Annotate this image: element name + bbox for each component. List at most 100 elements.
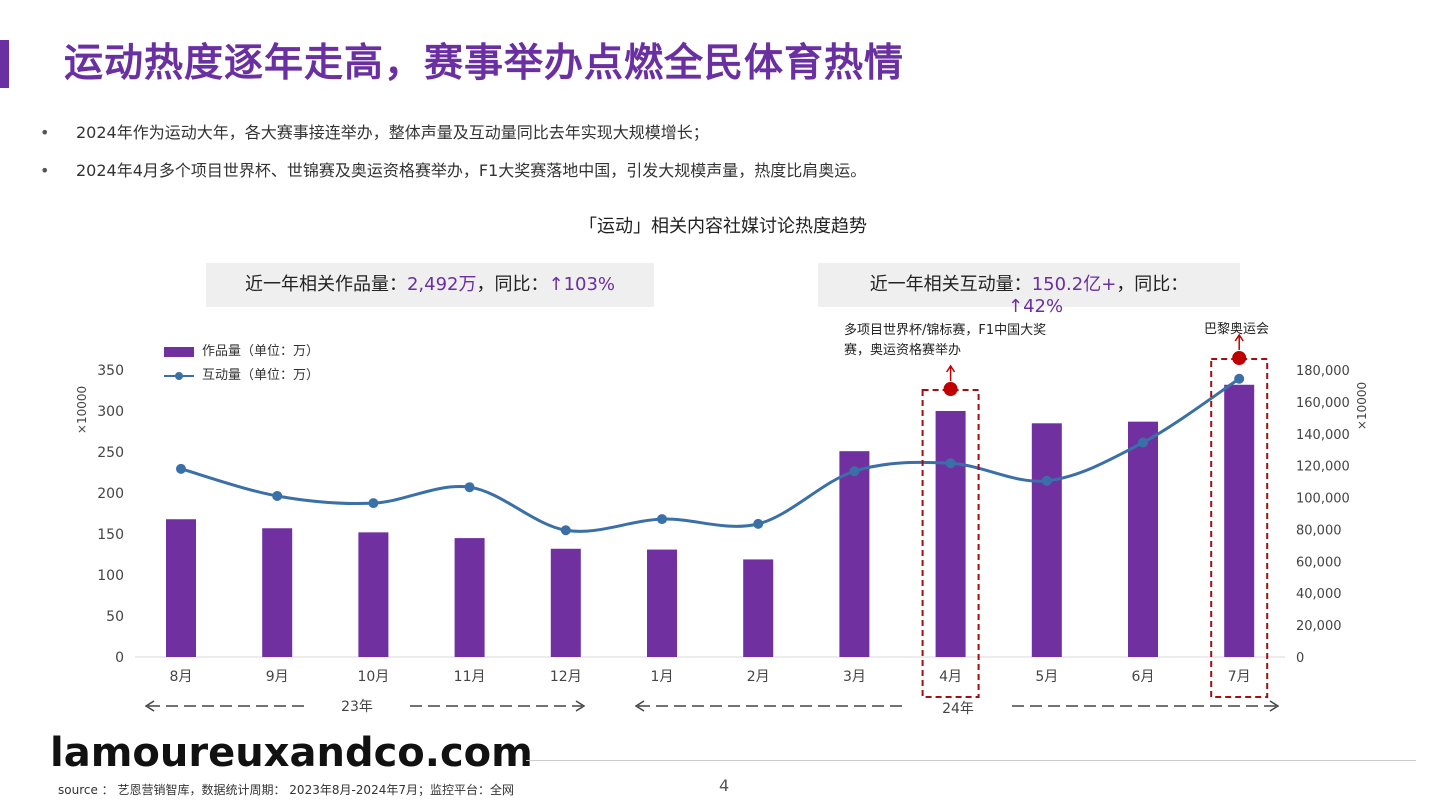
source-note: source ： 艺恩营销智库，数据统计周期： 2023年8月-2024年7月；… (58, 783, 514, 797)
bar-works (550, 548, 581, 657)
line-point-interaction (560, 525, 571, 536)
bar-works (358, 532, 389, 657)
line-point-interaction (368, 498, 379, 509)
right-axis-unit-label: ×10000 (1355, 382, 1369, 430)
bullet-text: 2024年4月多个项目世界杯、世锦赛及奥运资格赛举办，F1大奖赛落地中国，引发大… (76, 161, 867, 180)
year-2024-arrowhead-right (1269, 700, 1280, 712)
x-axis-tick-label: 5月 (1035, 669, 1058, 685)
kpi-works-value: 2,492万 (406, 274, 477, 295)
line-point-interaction (753, 518, 764, 529)
bar-works (935, 411, 966, 657)
x-axis-tick-label: 2月 (747, 669, 770, 685)
bullet-dot: • (40, 161, 50, 180)
annotation-july: 巴黎奥运会 (1204, 322, 1270, 337)
x-axis-tick-label: 7月 (1228, 669, 1251, 685)
kpi-works-sep: ，同比： (476, 274, 549, 295)
year-2023-label: 23年 (341, 699, 373, 715)
highlight-box (921, 389, 980, 698)
line-point-interaction (849, 466, 860, 477)
year-2024-label: 24年 (942, 701, 974, 717)
bullet-item: • 2024年作为运动大年，各大赛事接连举办，整体声量及互动量同比去年实现大规模增… (40, 120, 866, 158)
bullet-dot: • (40, 123, 50, 142)
left-axis-tick-label: 100 (97, 568, 124, 584)
year-2023-arrowhead-left (144, 700, 155, 712)
bar-works (262, 528, 293, 657)
right-axis-tick-label: 60,000 (1296, 555, 1342, 570)
bar-works (743, 559, 774, 657)
bar-works (1128, 421, 1158, 657)
highlight-arrow-head (945, 364, 956, 373)
right-axis-tick-label: 120,000 (1296, 460, 1350, 475)
page-title: 运动热度逐年走高，赛事举办点燃全民体育热情 (64, 41, 905, 86)
highlight-marker (943, 382, 958, 396)
line-point-interaction (272, 490, 283, 501)
bullet-item: • 2024年4月多个项目世界杯、世锦赛及奥运资格赛举办，F1大奖赛落地中国，引发… (40, 158, 866, 196)
chart-legend: 作品量（单位：万） 互动量（单位：万） (164, 340, 319, 388)
line-interaction (180, 377, 1241, 533)
line-point-interaction (945, 458, 956, 469)
right-axis-tick-label: 20,000 (1296, 619, 1342, 634)
right-axis-tick-label: 100,000 (1296, 492, 1350, 507)
annotation-april: 多项目世界杯/锦标赛，F1中国大奖赛，奥运资格赛举办 (844, 323, 1047, 358)
legend-line-swatch (164, 370, 194, 382)
watermark: lamoureuxandco.com (50, 730, 533, 776)
kpi-works-label: 近一年相关作品量： (244, 274, 407, 295)
kpi-interaction-label: 近一年相关互动量： (869, 274, 1032, 295)
kpi-interaction-change-box: ↑42% (1008, 296, 1063, 317)
x-axis-tick-label: 6月 (1132, 669, 1155, 685)
line-point-interaction (464, 482, 475, 493)
bar-works (647, 549, 677, 657)
x-axis-tick-label: 4月 (939, 669, 962, 685)
line-point-interaction (1234, 373, 1245, 384)
right-axis-tick-label: 140,000 (1296, 428, 1350, 443)
legend-item-interaction: 互动量（单位：万） (164, 364, 319, 388)
bar-works (454, 538, 485, 657)
left-axis-tick-label: 150 (97, 527, 124, 543)
x-axis-tick-label: 8月 (170, 669, 193, 685)
x-axis-tick-label: 1月 (651, 669, 674, 685)
bar-works (166, 519, 196, 657)
left-axis-tick-label: 350 (97, 363, 124, 379)
x-axis-tick-label: 9月 (266, 669, 289, 685)
left-axis-tick-label: 200 (97, 486, 124, 502)
bullet-list: • 2024年作为运动大年，各大赛事接连举办，整体声量及互动量同比去年实现大规模增… (40, 120, 866, 196)
x-axis-tick-label: 12月 (550, 669, 582, 685)
highlight-box (1210, 358, 1269, 698)
kpi-interaction-change: ↑42% (1008, 296, 1064, 317)
year-2023-arrowhead-right (575, 700, 586, 712)
line-point-interaction (1041, 475, 1052, 486)
right-axis-tick-label: 0 (1296, 651, 1304, 666)
kpi-interaction-sep: ，同比： (1116, 274, 1189, 295)
kpi-interaction-value: 150.2亿+ (1031, 274, 1117, 295)
page-number: 4 (719, 776, 730, 795)
kpi-interaction-box: 近一年相关互动量：150.2亿+，同比： (818, 263, 1240, 307)
x-axis-tick-label: 11月 (454, 669, 486, 685)
bar-works (1031, 423, 1062, 657)
left-axis-tick-label: 250 (97, 445, 124, 461)
bar-works (839, 451, 870, 657)
left-axis-tick-label: 50 (106, 609, 124, 625)
footer-divider (526, 760, 1416, 761)
right-axis-tick-label: 160,000 (1296, 396, 1350, 411)
legend-bar-swatch (164, 347, 194, 357)
kpi-works-box: 近一年相关作品量：2,492万，同比：↑103% (206, 263, 654, 307)
right-axis-tick-label: 180,000 (1296, 364, 1350, 379)
left-axis-tick-label: 0 (115, 650, 124, 666)
x-axis-tick-label: 3月 (843, 669, 866, 685)
right-axis-tick-label: 40,000 (1296, 587, 1342, 602)
legend-item-works: 作品量（单位：万） (164, 340, 319, 364)
line-point-interaction (657, 514, 667, 525)
title-accent-bar (0, 40, 9, 88)
x-axis-tick-label: 10月 (357, 669, 389, 685)
line-point-interaction (1138, 437, 1148, 448)
line-point-interaction (176, 463, 186, 474)
bar-works (1224, 384, 1255, 657)
highlight-marker (1232, 351, 1247, 365)
highlight-arrow-head (1234, 333, 1244, 342)
right-axis-tick-label: 80,000 (1296, 523, 1342, 538)
year-2024-arrowhead-left (634, 700, 645, 712)
bullet-text: 2024年作为运动大年，各大赛事接连举办，整体声量及互动量同比去年实现大规模增长… (76, 123, 709, 142)
left-axis-unit-label: ×10000 (75, 386, 89, 434)
legend-label-works: 作品量（单位：万） (202, 344, 320, 359)
